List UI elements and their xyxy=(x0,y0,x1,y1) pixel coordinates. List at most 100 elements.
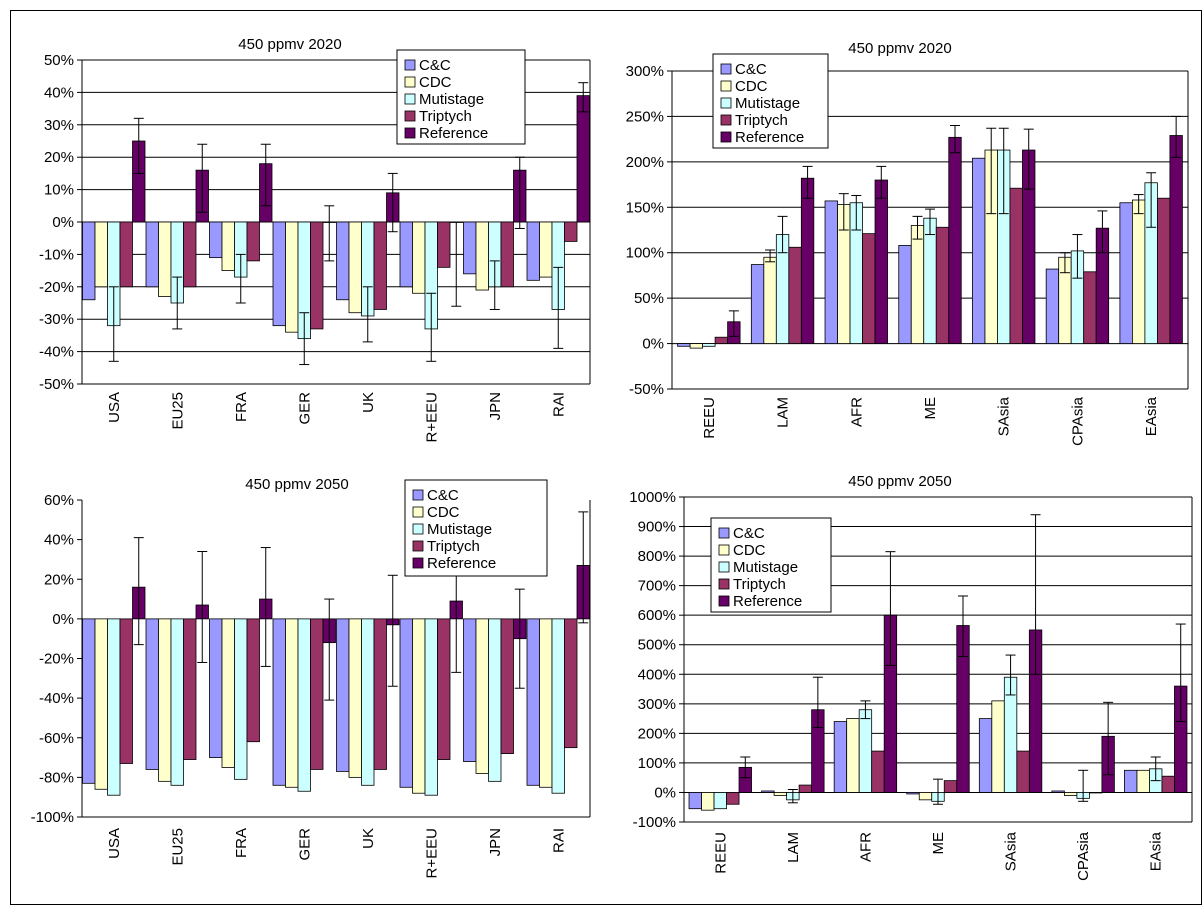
chart-title: 450 ppmv 2050 xyxy=(245,476,348,493)
legend-swatch xyxy=(720,114,732,126)
bar-cc xyxy=(463,618,477,762)
bar-cdc xyxy=(348,618,362,778)
bar-cdc xyxy=(221,618,235,768)
y-tick-label: 50% xyxy=(44,52,74,69)
bar-triptych xyxy=(714,336,729,344)
bar-cc xyxy=(272,221,286,327)
legend-swatch xyxy=(404,110,416,122)
bar-triptych xyxy=(310,221,324,330)
category-label: SAsia xyxy=(1003,831,1020,871)
category-label: GER xyxy=(296,392,313,425)
legend-label: C&C xyxy=(733,525,765,542)
category-label: RAI xyxy=(550,392,567,417)
y-tick-label: 60% xyxy=(44,492,74,509)
y-tick-label: 50% xyxy=(634,290,664,307)
bar-reference xyxy=(1169,135,1183,344)
bar-cc xyxy=(209,618,223,758)
bar-cdc xyxy=(918,792,933,801)
category-label: EU25 xyxy=(169,392,186,430)
y-tick-label: 20% xyxy=(44,149,74,166)
chart-title: 450 ppmv 2050 xyxy=(848,473,951,490)
bar-cdc xyxy=(412,221,426,294)
bar-triptych xyxy=(564,618,578,749)
legend-label: Mutistage xyxy=(427,521,492,538)
y-tick-label: 40% xyxy=(44,84,74,101)
y-tick-label: 400% xyxy=(638,666,676,683)
bar-triptych xyxy=(183,221,197,288)
bar-mutistage xyxy=(488,618,502,782)
y-tick-label: 700% xyxy=(638,578,676,595)
category-label: FRA xyxy=(233,828,250,858)
bar-cdc xyxy=(539,221,553,278)
y-tick-label: -20% xyxy=(39,651,74,668)
bar-triptych xyxy=(726,792,740,805)
bar-mutistage xyxy=(361,618,375,786)
y-tick-label: 30% xyxy=(44,117,74,134)
bar-triptych xyxy=(373,221,387,310)
bar-cc xyxy=(336,221,350,301)
bar-cdc xyxy=(763,256,777,344)
category-label: REEU xyxy=(712,832,729,874)
legend-label: C&C xyxy=(735,61,767,78)
y-tick-label: 0% xyxy=(642,336,664,353)
category-label: JPN xyxy=(487,392,504,420)
legend-label: Reference xyxy=(733,593,802,610)
legend-label: Reference xyxy=(427,555,496,572)
bar-triptych xyxy=(500,221,514,288)
bar-cc xyxy=(399,618,413,788)
bar-triptych xyxy=(798,784,813,793)
y-tick-label: 200% xyxy=(638,725,676,742)
y-tick-label: -40% xyxy=(39,690,74,707)
bar-cdc xyxy=(689,343,704,349)
y-tick-label: 900% xyxy=(638,519,676,536)
bar-cdc xyxy=(158,221,172,297)
bar-mutistage xyxy=(713,792,727,810)
bar-mutistage xyxy=(551,618,565,794)
bar-cc xyxy=(82,221,96,301)
bar-cc xyxy=(145,221,159,288)
category-label: CPAsia xyxy=(1069,396,1086,446)
bar-cdc xyxy=(991,700,1005,793)
bar-cdc xyxy=(158,618,172,782)
bar-cc xyxy=(1051,790,1065,793)
bar-cc xyxy=(145,618,159,770)
y-tick-label: 1000% xyxy=(629,489,676,506)
category-label: AFR xyxy=(848,397,865,427)
y-tick-label: 100% xyxy=(638,755,676,772)
y-tick-label: 10% xyxy=(44,182,74,199)
bar-cdc xyxy=(1063,792,1078,796)
category-label: UK xyxy=(360,392,377,413)
y-tick-label: 40% xyxy=(44,532,74,549)
bar-mutistage xyxy=(923,217,937,344)
legend-swatch xyxy=(718,527,730,539)
bar-mutistage xyxy=(170,618,184,786)
category-label: AFR xyxy=(857,832,874,862)
legend-swatch xyxy=(412,557,424,569)
y-tick-label: 800% xyxy=(638,548,676,565)
bar-triptych xyxy=(119,618,133,764)
y-tick-label: -100% xyxy=(633,814,676,831)
category-label: USA xyxy=(106,392,123,423)
legend-label: Mutistage xyxy=(733,559,798,576)
legend-swatch xyxy=(720,80,732,92)
bar-cc xyxy=(1119,202,1133,344)
bar-mutistage xyxy=(858,709,873,793)
legend-swatch xyxy=(404,76,416,88)
bar-triptych xyxy=(871,750,885,793)
bar-cc xyxy=(209,221,223,259)
y-tick-label: -80% xyxy=(39,769,74,786)
bar-cc xyxy=(677,343,691,347)
bar-triptych xyxy=(437,618,451,760)
bar-mutistage xyxy=(702,343,716,347)
category-label: LAM xyxy=(775,397,792,428)
y-tick-label: 600% xyxy=(638,607,676,624)
bar-cc xyxy=(978,718,993,793)
bar-triptych xyxy=(310,618,324,770)
y-tick-label: 20% xyxy=(44,571,74,588)
category-label: FRA xyxy=(233,392,250,422)
legend-swatch xyxy=(720,97,732,109)
bar-cc xyxy=(750,264,765,344)
y-tick-label: 300% xyxy=(638,696,676,713)
